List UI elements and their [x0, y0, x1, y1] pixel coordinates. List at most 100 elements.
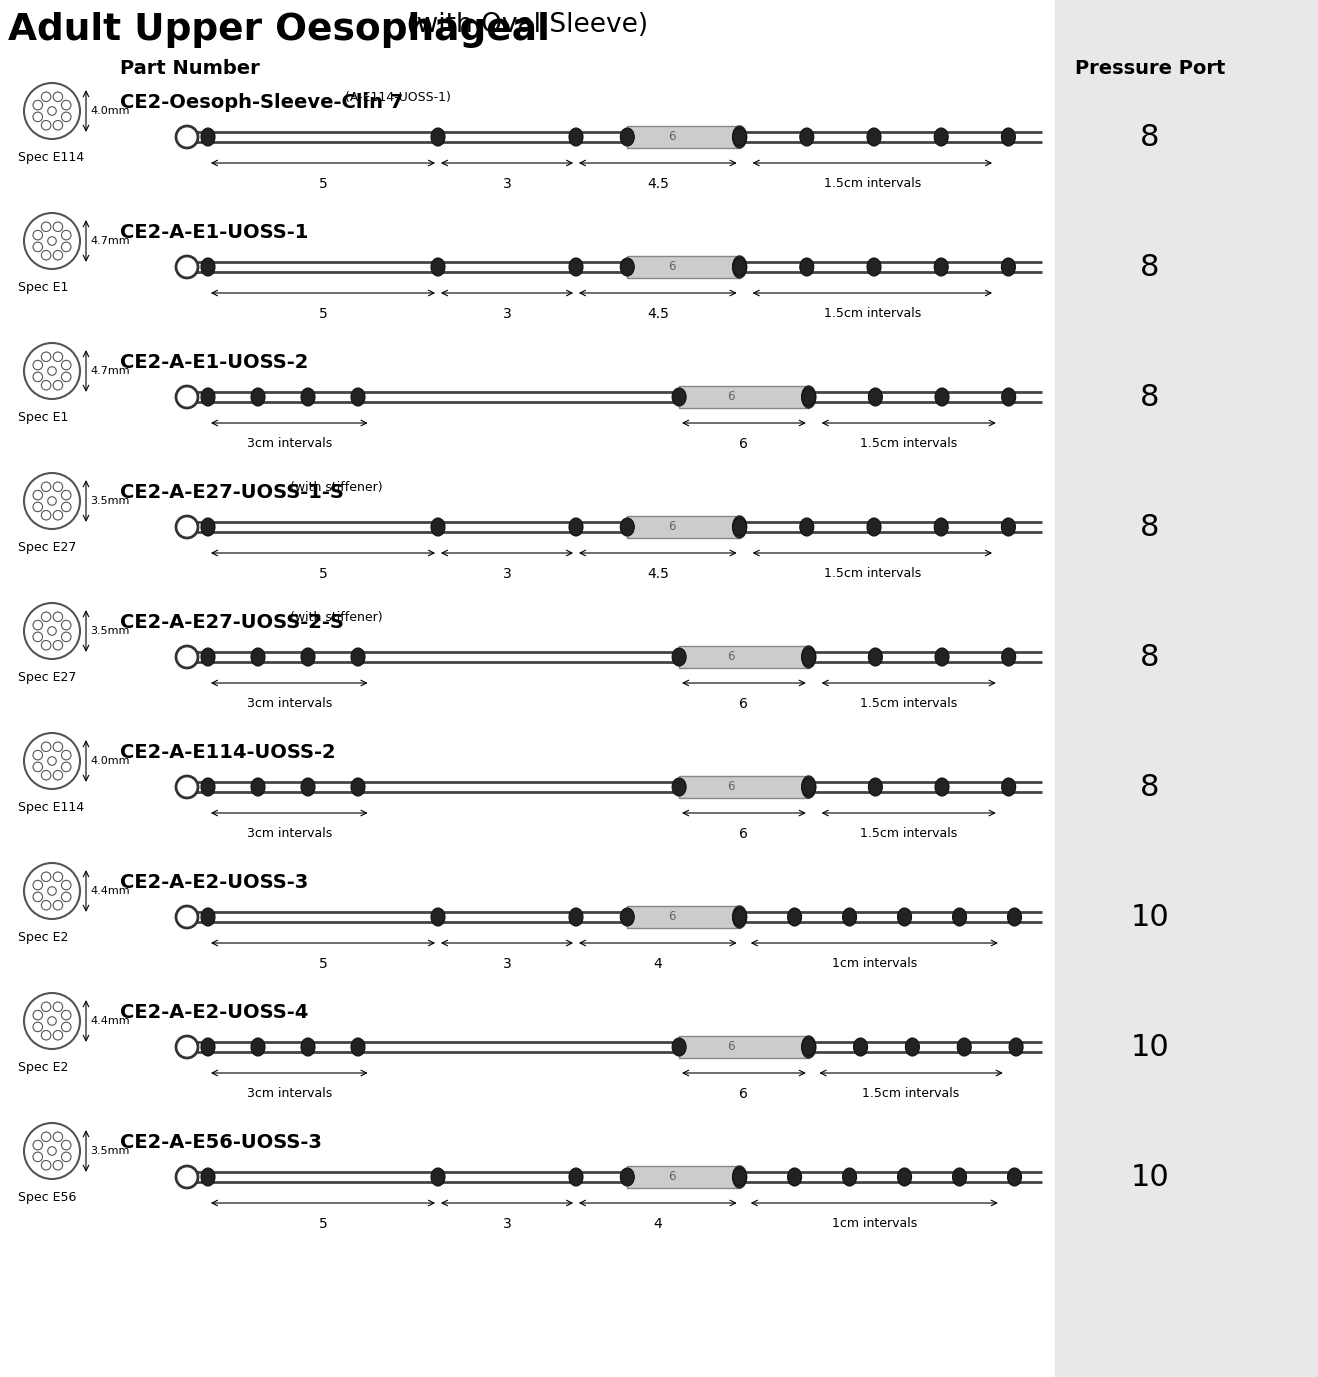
Circle shape	[62, 1011, 71, 1020]
Text: 8: 8	[1140, 252, 1160, 281]
Circle shape	[33, 101, 42, 110]
Circle shape	[53, 1132, 63, 1142]
Circle shape	[33, 361, 42, 370]
Ellipse shape	[202, 518, 215, 536]
Ellipse shape	[202, 907, 215, 925]
Text: 1.5cm intervals: 1.5cm intervals	[861, 697, 957, 711]
Text: Spec E56: Spec E56	[18, 1191, 76, 1203]
Circle shape	[62, 621, 71, 629]
Ellipse shape	[569, 1168, 583, 1186]
Circle shape	[53, 511, 63, 521]
Circle shape	[33, 750, 42, 760]
Text: 6: 6	[739, 697, 749, 711]
Circle shape	[47, 757, 57, 766]
Ellipse shape	[250, 1038, 265, 1056]
Circle shape	[33, 372, 42, 381]
Ellipse shape	[202, 649, 215, 666]
Text: 10: 10	[1131, 902, 1169, 931]
Circle shape	[41, 611, 51, 621]
Text: Spec E114: Spec E114	[18, 801, 84, 814]
Ellipse shape	[1002, 257, 1015, 275]
Circle shape	[41, 120, 51, 129]
Circle shape	[47, 366, 57, 376]
Circle shape	[62, 101, 71, 110]
Text: 1cm intervals: 1cm intervals	[832, 1217, 917, 1230]
Text: (with stiffener): (with stiffener)	[286, 481, 382, 494]
Text: Part Number: Part Number	[120, 59, 260, 78]
Ellipse shape	[250, 388, 265, 406]
Bar	[627, 1166, 739, 1188]
Ellipse shape	[953, 907, 966, 925]
Ellipse shape	[842, 1168, 857, 1186]
Text: (A-E114-UOSS-1): (A-E114-UOSS-1)	[341, 91, 451, 105]
Text: Spec E27: Spec E27	[18, 541, 76, 554]
Circle shape	[41, 872, 51, 881]
Text: 1cm intervals: 1cm intervals	[832, 957, 917, 969]
Text: 6: 6	[728, 779, 734, 793]
Text: CE2-A-E114-UOSS-2: CE2-A-E114-UOSS-2	[120, 744, 336, 761]
Ellipse shape	[621, 1168, 634, 1186]
Ellipse shape	[869, 649, 882, 666]
Ellipse shape	[569, 518, 583, 536]
Ellipse shape	[202, 257, 215, 275]
Text: 3.5mm: 3.5mm	[90, 1146, 129, 1157]
Text: 6: 6	[728, 390, 734, 402]
Ellipse shape	[800, 257, 813, 275]
Circle shape	[53, 1161, 63, 1170]
Ellipse shape	[621, 257, 634, 275]
Text: Pressure Port: Pressure Port	[1074, 59, 1226, 78]
Text: 8: 8	[1140, 643, 1160, 672]
Text: Spec E2: Spec E2	[18, 1062, 69, 1074]
Text: 6: 6	[668, 259, 676, 273]
Circle shape	[41, 771, 51, 779]
Circle shape	[47, 237, 57, 245]
Ellipse shape	[957, 1038, 971, 1056]
Circle shape	[53, 640, 63, 650]
Ellipse shape	[800, 128, 813, 146]
Circle shape	[33, 1011, 42, 1020]
Circle shape	[33, 1153, 42, 1162]
Ellipse shape	[733, 127, 746, 147]
Text: 6: 6	[728, 1040, 734, 1052]
Ellipse shape	[934, 257, 948, 275]
Text: 3: 3	[502, 957, 511, 971]
Circle shape	[41, 1030, 51, 1040]
Circle shape	[41, 1161, 51, 1170]
Circle shape	[62, 361, 71, 370]
Circle shape	[33, 880, 42, 890]
Text: 6: 6	[668, 519, 676, 533]
Ellipse shape	[1002, 778, 1016, 796]
Circle shape	[33, 230, 42, 240]
Text: CE2-A-E27-UOSS-2-S: CE2-A-E27-UOSS-2-S	[120, 613, 344, 632]
Circle shape	[53, 1002, 63, 1012]
Bar	[679, 1036, 809, 1058]
Ellipse shape	[934, 518, 948, 536]
Circle shape	[41, 353, 51, 362]
Bar	[627, 127, 739, 147]
Ellipse shape	[1002, 518, 1015, 536]
Text: 4: 4	[654, 1217, 662, 1231]
Ellipse shape	[672, 649, 687, 666]
Bar	[627, 256, 739, 278]
Text: 5: 5	[319, 957, 327, 971]
Ellipse shape	[202, 778, 215, 796]
Text: CE2-A-E1-UOSS-1: CE2-A-E1-UOSS-1	[120, 223, 308, 242]
Circle shape	[62, 1022, 71, 1031]
Circle shape	[62, 1153, 71, 1162]
Text: 4.0mm: 4.0mm	[90, 106, 129, 116]
Ellipse shape	[431, 907, 445, 925]
Ellipse shape	[801, 649, 816, 666]
Ellipse shape	[801, 1036, 816, 1058]
Circle shape	[53, 251, 63, 260]
Text: 6: 6	[668, 909, 676, 923]
Ellipse shape	[569, 128, 583, 146]
Text: 5: 5	[319, 178, 327, 191]
Circle shape	[53, 1030, 63, 1040]
Ellipse shape	[431, 257, 445, 275]
Circle shape	[47, 1147, 57, 1155]
Ellipse shape	[788, 1168, 801, 1186]
Ellipse shape	[801, 388, 816, 406]
Circle shape	[177, 256, 198, 278]
Circle shape	[62, 880, 71, 890]
Ellipse shape	[934, 649, 949, 666]
